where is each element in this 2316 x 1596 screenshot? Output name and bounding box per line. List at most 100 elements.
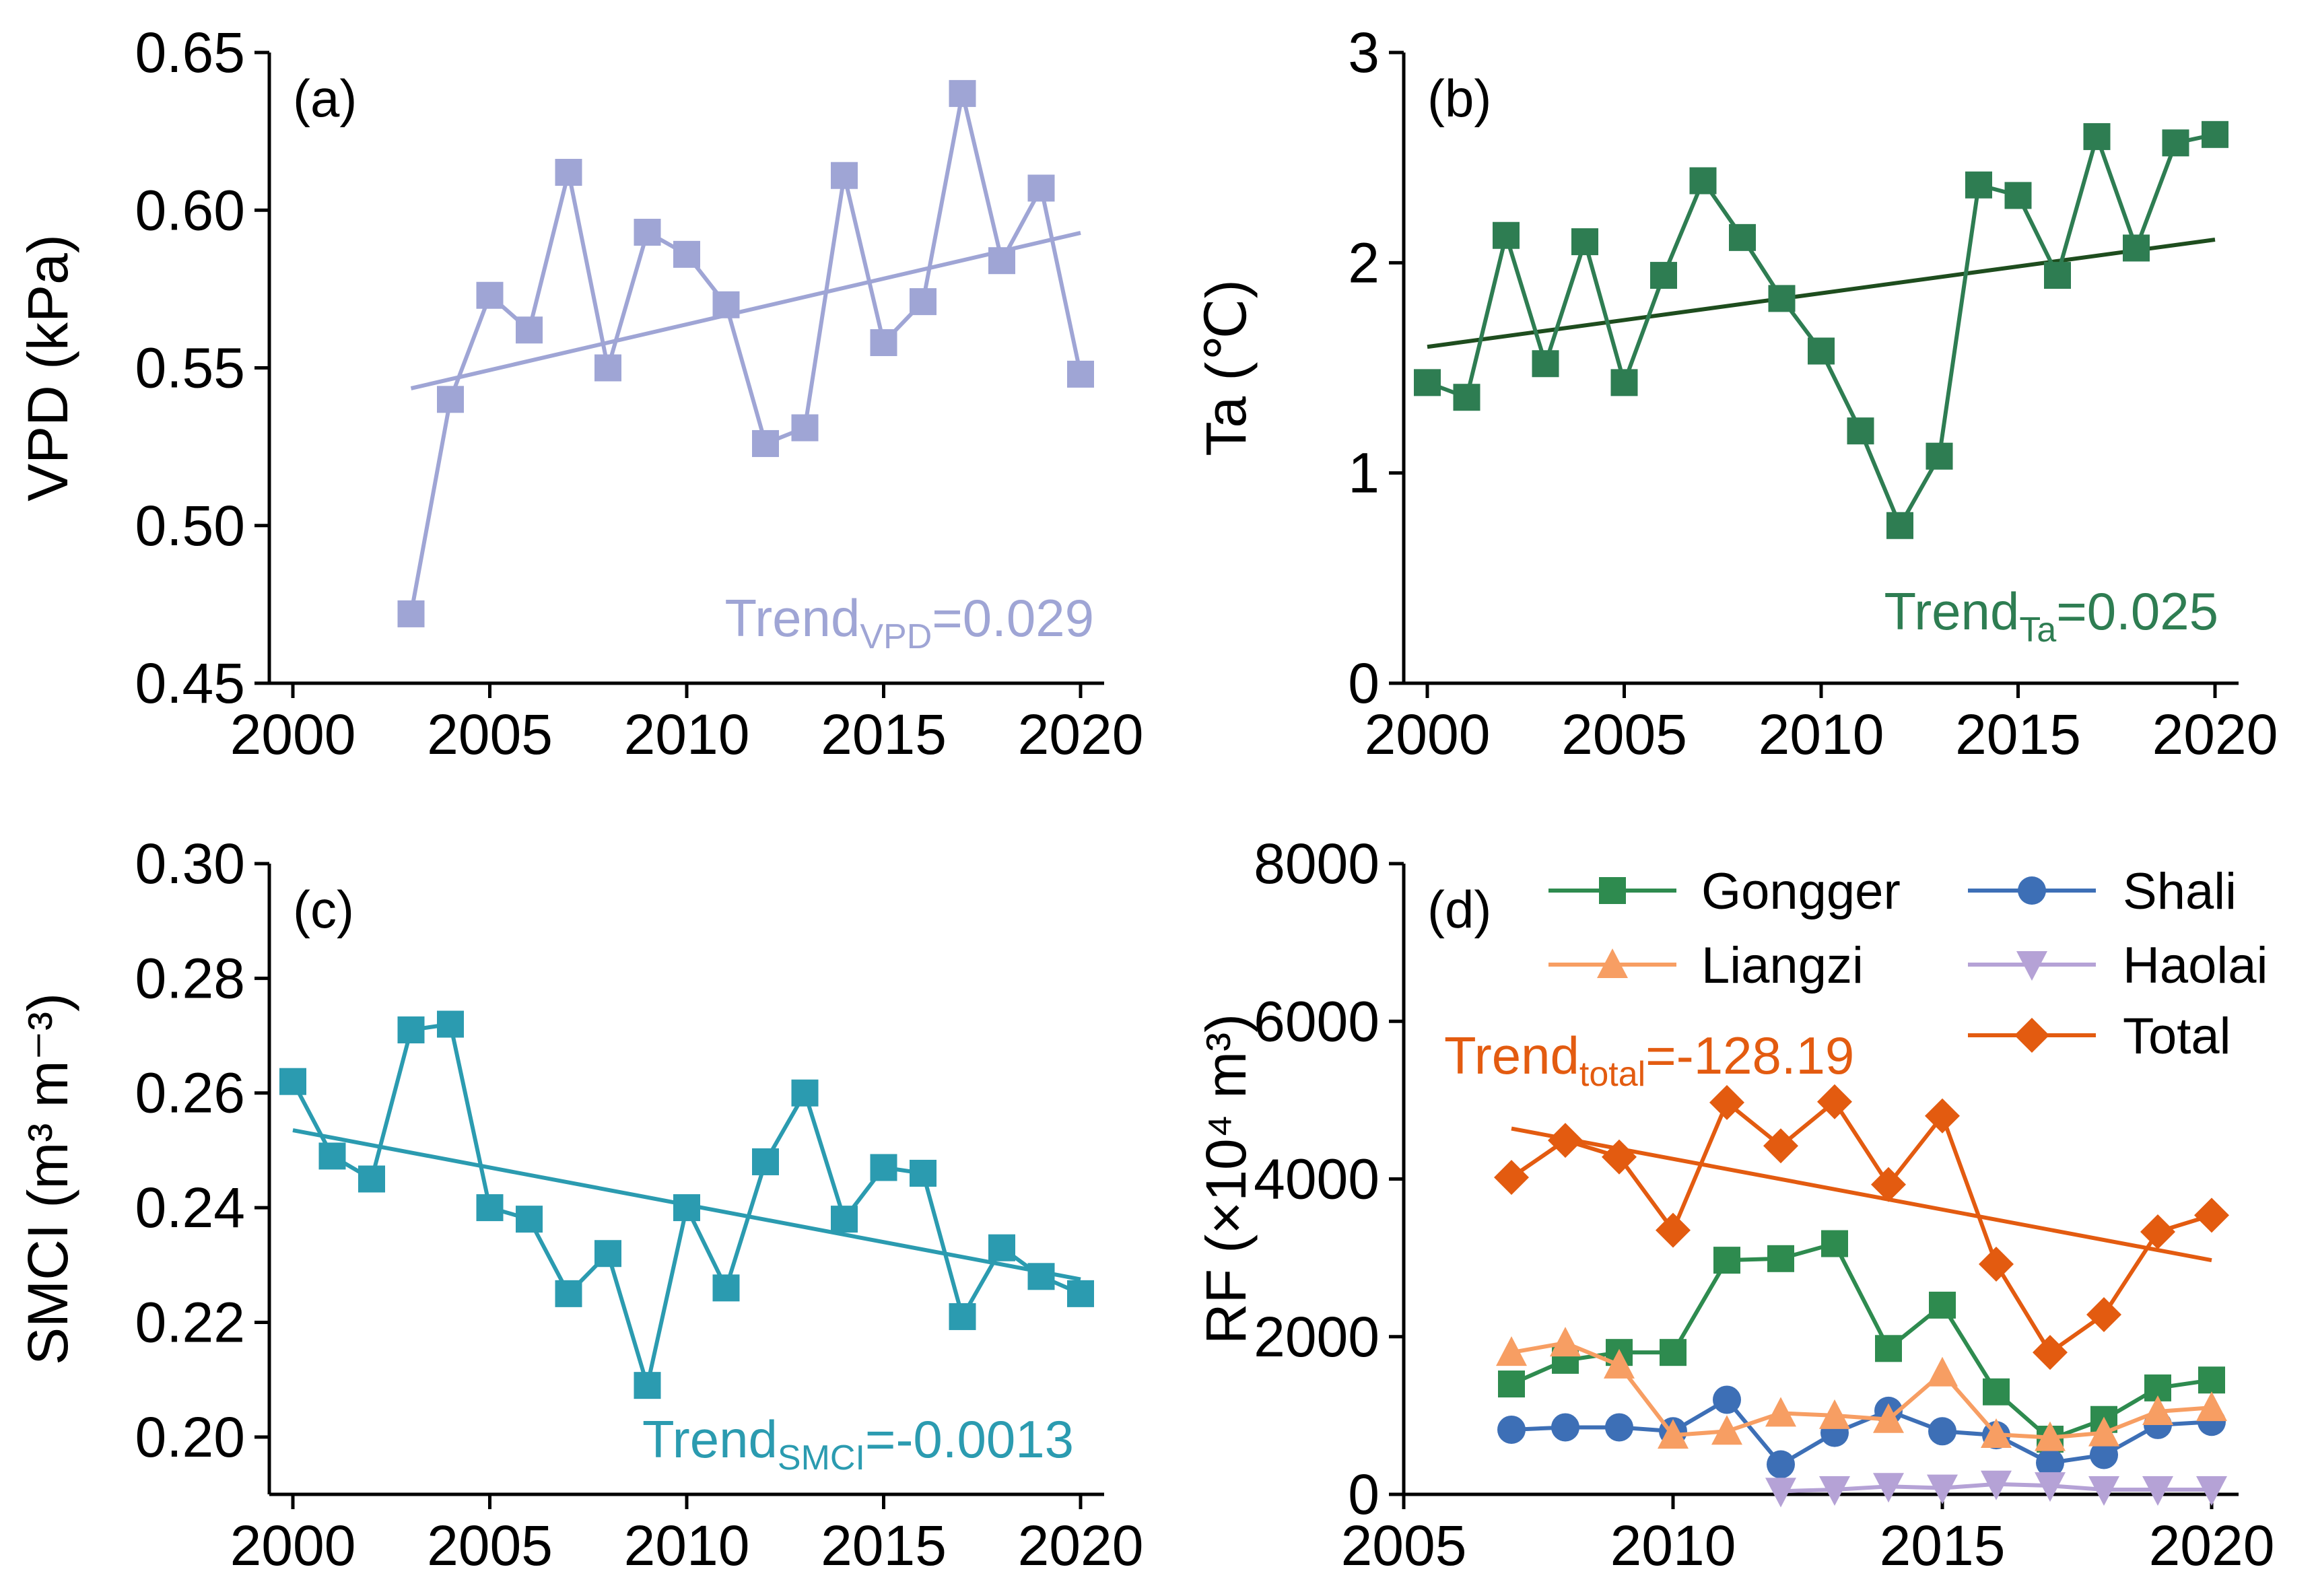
x-tick-label: 2015 xyxy=(821,1514,947,1577)
series-point xyxy=(358,1165,385,1193)
legend-label: Gongger xyxy=(1701,863,1901,920)
series-point xyxy=(712,1274,740,1302)
y-axis-title: VPD (kPa) xyxy=(16,234,79,501)
x-tick-label: 2020 xyxy=(1018,703,1144,766)
x-tick-label: 2015 xyxy=(1955,703,2081,766)
total-point xyxy=(1817,1084,1852,1119)
y-tick-label: 4000 xyxy=(1254,1148,1380,1211)
series-point xyxy=(1532,350,1559,378)
y-tick-label: 0.65 xyxy=(135,21,246,84)
series-point xyxy=(634,1372,661,1399)
series-point xyxy=(1610,369,1638,396)
liangzi-point xyxy=(2196,1391,2227,1422)
haolai-point xyxy=(1927,1474,1958,1504)
x-tick-label: 2015 xyxy=(821,703,947,766)
trend-annotation: Trendtotal=-128.19 xyxy=(1444,1026,1854,1094)
y-tick-label: 1 xyxy=(1348,442,1380,505)
series-point xyxy=(397,600,425,627)
y-tick-label: 2 xyxy=(1348,231,1380,294)
shali-point xyxy=(1928,1417,1956,1446)
y-tick-label: 3 xyxy=(1348,21,1380,84)
x-tick-label: 2020 xyxy=(2149,1514,2275,1577)
series-point xyxy=(2004,182,2032,209)
haolai-point xyxy=(2142,1476,2173,1506)
y-tick-label: 0.20 xyxy=(135,1406,246,1469)
gongger-point xyxy=(1660,1339,1687,1366)
y-axis-title: RF (×10⁴ m³) xyxy=(1194,1014,1258,1344)
legend-swatch-marker xyxy=(2014,1018,2049,1053)
series-point xyxy=(634,219,661,246)
y-tick-label: 0.45 xyxy=(135,652,246,715)
series-point xyxy=(2044,262,2071,289)
y-axis-title: Ta (℃) xyxy=(1194,279,1258,456)
x-tick-label: 2000 xyxy=(230,703,356,766)
y-axis-title: SMCI (m³ m⁻³) xyxy=(16,993,79,1365)
x-tick-label: 2000 xyxy=(230,1514,356,1577)
haolai-point xyxy=(2035,1472,2066,1502)
series-point xyxy=(397,1016,425,1044)
series-line xyxy=(409,91,1083,615)
y-tick-label: 0 xyxy=(1348,1463,1380,1526)
x-tick-label: 2015 xyxy=(1880,1514,2006,1577)
legend-item-total: Total xyxy=(1968,1008,2231,1065)
legend-swatch-marker xyxy=(1597,948,1628,978)
total-point xyxy=(1494,1160,1529,1195)
series-point xyxy=(1414,369,1441,396)
series-point xyxy=(831,162,858,189)
total-point xyxy=(1709,1084,1744,1120)
total-point xyxy=(1871,1167,1906,1202)
gongger-point xyxy=(1821,1230,1848,1257)
y-tick-label: 0.24 xyxy=(135,1176,246,1239)
panel-b: 0 1 2 3 2000 2005 2010 2015 2020 Ta (℃) (b) TrendTa… xyxy=(1194,21,2278,766)
series-point xyxy=(988,247,1015,275)
liangzi-point xyxy=(1496,1336,1527,1366)
panel-label: (a) xyxy=(293,69,357,128)
haolai-point xyxy=(1873,1473,1904,1503)
legend-swatch-marker xyxy=(1599,877,1626,904)
shali-point xyxy=(2036,1449,2064,1478)
y-tick-label: 0 xyxy=(1348,652,1380,715)
series-point xyxy=(1926,442,1953,470)
series-point xyxy=(2083,123,2111,150)
gongger-point xyxy=(1983,1378,2010,1406)
series-point xyxy=(949,1303,976,1330)
liangzi-point xyxy=(2088,1416,2119,1447)
total-point xyxy=(1548,1123,1583,1158)
haolai-point xyxy=(1765,1478,1796,1508)
trend-line xyxy=(1427,238,2216,349)
series-point xyxy=(279,1068,306,1095)
series-point xyxy=(831,1206,858,1233)
series-point xyxy=(1067,1280,1094,1307)
y-tick-label: 0.22 xyxy=(135,1290,246,1354)
legend-item-haolai: Haolai xyxy=(1968,937,2268,994)
shali-point xyxy=(1551,1413,1579,1442)
series-point xyxy=(1847,417,1874,445)
shali-point xyxy=(1497,1415,1526,1444)
y-tick-label: 0.26 xyxy=(135,1062,246,1125)
series-point xyxy=(1768,285,1796,312)
liangzi-point xyxy=(1981,1418,2012,1448)
series-point xyxy=(1689,167,1717,195)
x-tick-label: 2010 xyxy=(1759,703,1884,766)
haolai-point xyxy=(1819,1476,1850,1506)
series-point xyxy=(870,1154,897,1181)
series-point xyxy=(437,1010,464,1038)
liangzi-point xyxy=(1604,1348,1635,1379)
shali-point xyxy=(1605,1413,1633,1442)
y-tick-label: 0.28 xyxy=(135,946,246,1010)
legend-item-shali: Shali xyxy=(1968,863,2237,920)
total-point xyxy=(1925,1098,1960,1134)
gongger-point xyxy=(1929,1291,1956,1319)
series-point xyxy=(673,240,700,268)
series-point xyxy=(555,159,582,186)
liangzi-point xyxy=(2035,1421,2066,1451)
y-tick-label: 0.55 xyxy=(135,337,246,400)
series-point xyxy=(516,1206,543,1233)
gongger-point xyxy=(1498,1371,1525,1398)
liangzi-point xyxy=(1873,1403,1904,1433)
series-point xyxy=(318,1142,346,1170)
y-tick-label: 6000 xyxy=(1254,990,1380,1053)
haolai-point xyxy=(1981,1470,2012,1500)
liangzi-point xyxy=(1550,1327,1581,1357)
